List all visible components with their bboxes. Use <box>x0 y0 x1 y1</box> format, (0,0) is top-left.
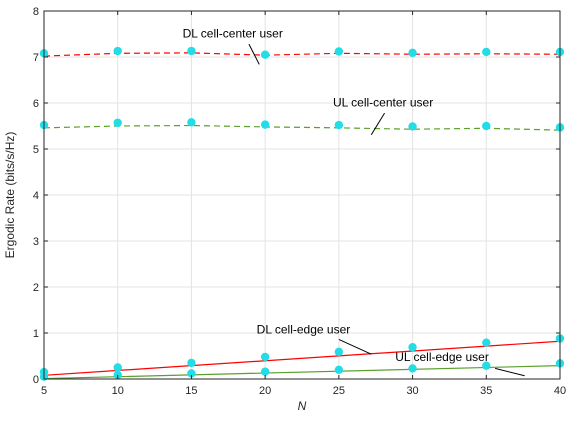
y-tick-marks <box>44 10 560 380</box>
series-lines <box>43 52 561 380</box>
series-line-2 <box>43 124 561 131</box>
y-tick-label: 4 <box>33 190 39 202</box>
y-tick-label: 7 <box>33 52 39 64</box>
data-point <box>260 50 270 59</box>
data-point <box>260 352 270 362</box>
data-point <box>113 363 122 372</box>
data-point <box>408 364 417 373</box>
data-point <box>113 46 122 56</box>
x-tick-label: 30 <box>406 385 418 397</box>
x-tick-label: 20 <box>259 385 271 397</box>
x-axis-label: N <box>298 399 307 413</box>
data-point <box>334 47 344 56</box>
y-tick-label: 2 <box>33 282 39 294</box>
y-axis-label: Ergodic Rate (bits/s/Hz) <box>3 132 17 259</box>
annotations: DL cell-center user UL cell-center user DL… <box>183 27 525 377</box>
data-point <box>260 367 270 376</box>
y-tick-labels: 0 1 2 3 4 5 6 7 8 <box>33 6 39 386</box>
data-point <box>113 370 122 380</box>
y-tick-label: 3 <box>33 236 39 248</box>
data-point <box>260 120 270 129</box>
annotation-pointer <box>248 43 260 65</box>
y-tick-label: 6 <box>33 98 39 110</box>
data-point <box>408 343 417 352</box>
x-tick-label: 25 <box>333 385 345 397</box>
data-point <box>482 338 491 347</box>
annotation-label: UL cell-center user <box>333 96 433 110</box>
x-tick-label: 35 <box>480 385 492 397</box>
data-point <box>334 120 344 130</box>
series-line-4 <box>43 365 561 380</box>
y-tick-label: 1 <box>33 328 39 340</box>
y-tick-label: 8 <box>33 6 39 18</box>
y-tick-label: 5 <box>33 144 39 156</box>
x-tick-marks <box>43 11 561 379</box>
data-point <box>408 122 417 131</box>
x-tick-label: 5 <box>41 385 47 397</box>
x-tick-label: 40 <box>554 385 566 397</box>
series-line-1 <box>43 52 561 57</box>
x-tick-label: 15 <box>185 385 197 397</box>
x-tick-labels: 5 10 15 20 25 30 35 40 <box>41 385 566 397</box>
annotation-pointer <box>370 112 385 136</box>
y-tick-label: 0 <box>33 374 39 386</box>
data-point <box>113 118 122 127</box>
data-point <box>482 361 491 370</box>
data-point <box>187 46 196 56</box>
x-tick-label: 10 <box>112 385 124 397</box>
data-point <box>408 48 417 58</box>
series-line-3 <box>43 340 561 376</box>
annotation-pointer <box>338 338 372 355</box>
data-point <box>482 47 491 57</box>
data-point <box>482 121 491 131</box>
annotation-label: UL cell-edge user <box>395 350 489 364</box>
annotation-pointer <box>495 367 525 377</box>
data-point <box>187 118 196 127</box>
annotation-label: DL cell-center user <box>183 27 283 41</box>
data-point <box>187 369 196 378</box>
data-point <box>334 365 344 374</box>
data-point <box>334 347 344 357</box>
data-point <box>187 358 196 368</box>
annotation-label: DL cell-edge user <box>257 322 351 336</box>
